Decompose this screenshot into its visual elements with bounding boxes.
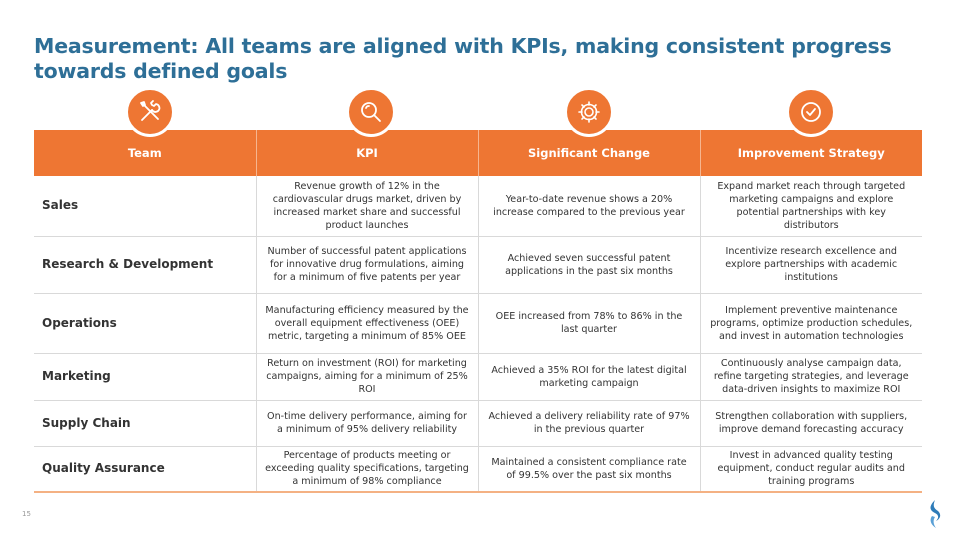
magnifier-icon <box>346 87 396 137</box>
table-row: Marketing Return on investment (ROI) for… <box>34 353 922 401</box>
table-row: Research & Development Number of success… <box>34 236 922 294</box>
team-cell: Supply Chain <box>34 400 256 447</box>
kpi-cell: Number of successful patent applications… <box>255 236 478 294</box>
table-row: Operations Manufacturing efficiency meas… <box>34 293 922 354</box>
change-cell: Year-to-date revenue shows a 20% increas… <box>477 176 700 237</box>
change-cell: Achieved a delivery reliability rate of … <box>477 400 700 447</box>
strategy-cell: Strengthen collaboration with suppliers,… <box>699 400 922 447</box>
team-cell: Research & Development <box>34 236 256 294</box>
table-header-row: Team KPI Significant Change Improvement … <box>34 130 922 176</box>
header-kpi: KPI <box>255 130 478 176</box>
change-cell: Maintained a consistent compliance rate … <box>477 446 700 493</box>
kpi-cell: Manufacturing efficiency measured by the… <box>255 293 478 354</box>
header-improvement-strategy: Improvement Strategy <box>699 130 922 176</box>
change-cell: Achieved a 35% ROI for the latest digita… <box>477 353 700 401</box>
table-row: Supply Chain On-time delivery performanc… <box>34 400 922 447</box>
gear-icon <box>564 87 614 137</box>
strategy-cell: Incentivize research excellence and expl… <box>699 236 922 294</box>
kpi-cell: Return on investment (ROI) for marketing… <box>255 353 478 401</box>
checkmark-badge-icon <box>786 87 836 137</box>
table-row: Sales Revenue growth of 12% in the cardi… <box>34 176 922 237</box>
team-cell: Marketing <box>34 353 256 401</box>
strategy-cell: Expand market reach through targeted mar… <box>699 176 922 237</box>
strategy-cell: Continuously analyse campaign data, refi… <box>699 353 922 401</box>
kpi-table: Team KPI Significant Change Improvement … <box>34 130 922 493</box>
team-cell: Operations <box>34 293 256 354</box>
kpi-cell: Percentage of products meeting or exceed… <box>255 446 478 493</box>
team-cell: Sales <box>34 176 256 237</box>
tools-icon <box>125 87 175 137</box>
strategy-cell: Invest in advanced quality testing equip… <box>699 446 922 493</box>
change-cell: OEE increased from 78% to 86% in the las… <box>477 293 700 354</box>
change-cell: Achieved seven successful patent applica… <box>477 236 700 294</box>
brand-logo-icon <box>930 500 941 528</box>
kpi-cell: Revenue growth of 12% in the cardiovascu… <box>255 176 478 237</box>
header-team: Team <box>34 130 256 176</box>
kpi-cell: On-time delivery performance, aiming for… <box>255 400 478 447</box>
slide-title: Measurement: All teams are aligned with … <box>34 34 892 83</box>
header-significant-change: Significant Change <box>477 130 700 176</box>
strategy-cell: Implement preventive maintenance program… <box>699 293 922 354</box>
page-number: 15 <box>22 510 31 518</box>
table-row: Quality Assurance Percentage of products… <box>34 446 922 493</box>
team-cell: Quality Assurance <box>34 446 256 493</box>
